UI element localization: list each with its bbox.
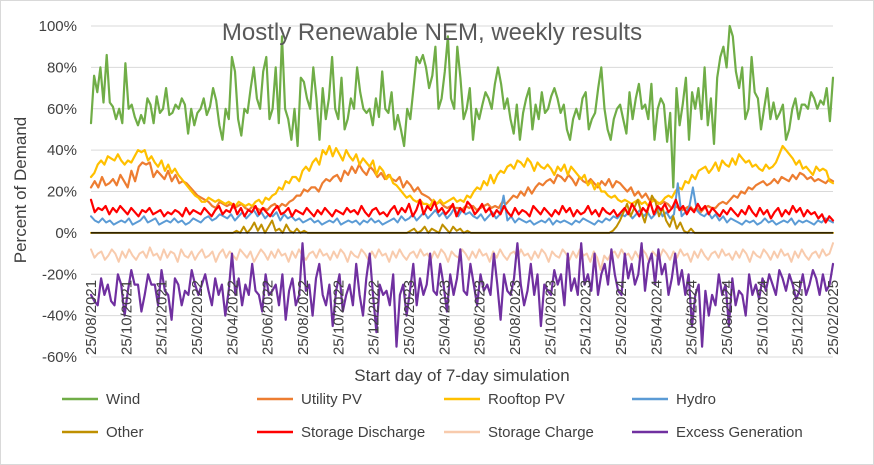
x-tick-label: 25/10/2022	[330, 280, 347, 355]
x-tick-label: 25/12/2024	[790, 280, 807, 355]
y-tick-label: 20%	[47, 184, 77, 201]
x-tick-label: 25/10/2023	[542, 280, 559, 355]
x-tick-label: 25/10/2021	[118, 280, 135, 355]
x-tick-label: 25/12/2021	[154, 280, 171, 355]
y-tick-label: 100%	[39, 18, 77, 35]
y-axis-ticks: -60% -40% -20% 0% 20% 40% 60% 80% 100%	[39, 18, 77, 366]
x-tick-label: 25/04/2024	[648, 280, 665, 355]
series-line-excess-generation	[89, 242, 835, 348]
y-tick-label: -20%	[42, 266, 77, 283]
y-axis-title: Percent of Demand	[11, 117, 30, 263]
x-tick-label: 25/02/2022	[189, 280, 206, 355]
x-tick-label: 25/02/2025	[825, 280, 842, 355]
x-tick-label: 25/04/2023	[436, 280, 453, 355]
x-tick-label: 25/06/2024	[684, 280, 701, 355]
y-tick-label: -40%	[42, 308, 77, 325]
series-group	[89, 24, 835, 348]
legend-label-rooftop-pv: Rooftop PV	[488, 391, 565, 408]
x-tick-label: 25/04/2022	[224, 280, 241, 355]
legend-label-hydro: Hydro	[676, 391, 716, 408]
x-tick-label: 25/12/2023	[578, 280, 595, 355]
legend-label-other: Other	[106, 424, 144, 441]
x-tick-label: 25/08/2022	[295, 280, 312, 355]
x-tick-label: 25/08/2024	[719, 280, 736, 355]
legend: Wind Utility PV Rooftop PV Hydro Other Storag…	[62, 391, 803, 441]
legend-label-storage-charge: Storage Charge	[488, 424, 594, 441]
series-line-wind	[89, 24, 835, 189]
x-tick-label: 25/08/2021	[83, 280, 100, 355]
x-axis-ticks: 25/08/2021 25/10/2021 25/12/2021 25/02/2022…	[83, 280, 842, 355]
y-tick-label: 80%	[47, 59, 77, 76]
y-tick-label: 40%	[47, 142, 77, 159]
x-tick-label: 25/02/2023	[401, 280, 418, 355]
x-tick-label: 25/02/2024	[613, 280, 630, 355]
legend-label-utility-pv: Utility PV	[301, 391, 362, 408]
x-tick-label: 25/06/2023	[472, 280, 489, 355]
legend-label-wind: Wind	[106, 391, 140, 408]
y-tick-label: 60%	[47, 101, 77, 118]
series-line-storage-discharge	[89, 198, 835, 224]
x-axis-title: Start day of 7-day simulation	[354, 366, 569, 385]
x-tick-label: 25/08/2023	[507, 280, 524, 355]
y-tick-label: -60%	[42, 349, 77, 366]
x-tick-label: 25/10/2024	[754, 280, 771, 355]
x-tick-label: 25/12/2022	[366, 280, 383, 355]
legend-label-excess-generation: Excess Generation	[676, 424, 803, 441]
series-line-rooftop-pv	[89, 144, 835, 208]
y-tick-label: 0%	[55, 225, 77, 242]
legend-label-storage-discharge: Storage Discharge	[301, 424, 425, 441]
series-line-storage-charge	[90, 242, 834, 272]
chart-title: Mostly Renewable NEM, weekly results	[222, 19, 642, 46]
x-tick-label: 25/06/2022	[260, 280, 277, 355]
